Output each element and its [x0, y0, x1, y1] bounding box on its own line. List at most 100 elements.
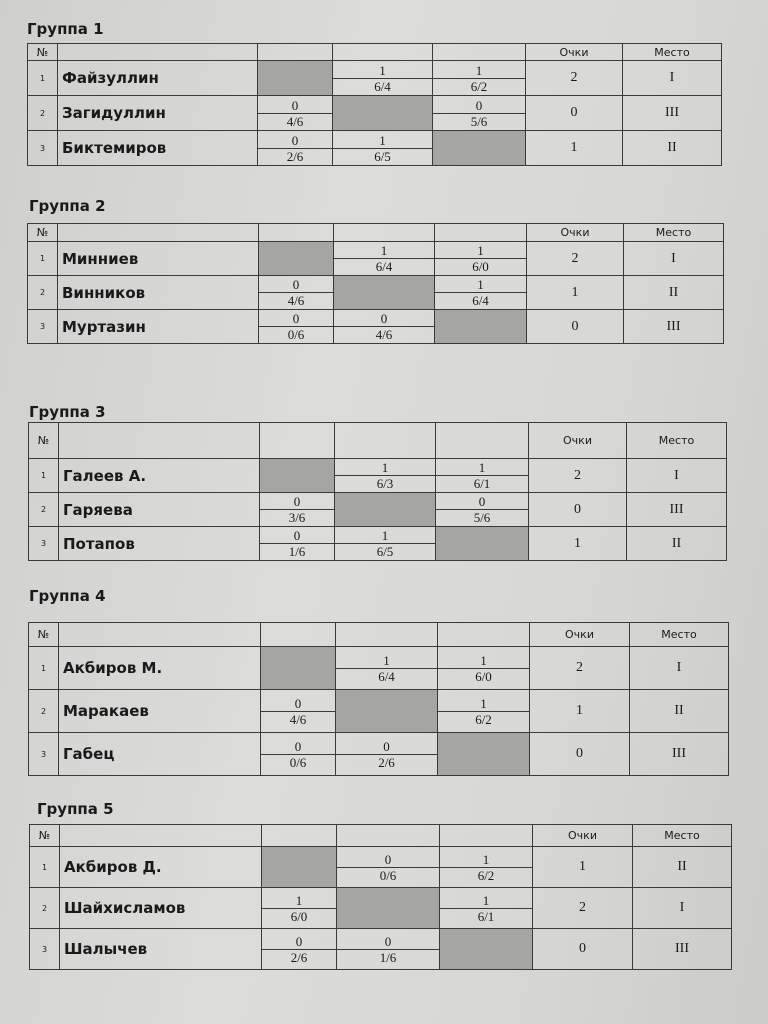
match-score: 5/6	[473, 510, 491, 525]
match-result: 0 2/6	[257, 130, 333, 166]
match-result: 1 6/2	[437, 689, 530, 733]
match-result: 1 6/4	[335, 646, 438, 690]
header-blank	[259, 422, 335, 459]
player-name: Муртазин	[57, 309, 259, 344]
self-match-cell	[259, 458, 335, 493]
match-win: 0	[436, 494, 528, 510]
group-table: № Очки Место 1 Минниев 1 6/4 1 6/0 2 I 2 Винников 0 4/…	[27, 223, 724, 344]
player-number: 3	[29, 928, 60, 970]
header-place: Место	[622, 43, 722, 61]
player-place: I	[623, 241, 724, 276]
header-blank	[58, 422, 260, 459]
header-number: №	[27, 223, 58, 242]
match-score: 0/6	[379, 867, 397, 883]
header-points: Очки	[526, 223, 624, 242]
match-score: 0/6	[287, 327, 305, 342]
player-place: II	[629, 689, 729, 733]
player-points: 0	[532, 928, 633, 970]
match-score: 0/6	[289, 754, 307, 770]
player-place: III	[626, 492, 727, 527]
player-name: Шалычев	[59, 928, 262, 970]
match-win: 1	[335, 460, 435, 476]
player-name: Маракаев	[58, 689, 261, 733]
header-blank	[336, 824, 440, 847]
player-points: 2	[525, 60, 623, 96]
match-win: 0	[259, 311, 333, 327]
player-row: 1 Галеев А. 1 6/3 1 6/1 2 I	[28, 458, 727, 493]
player-number: 3	[28, 526, 59, 561]
player-points: 0	[525, 95, 623, 131]
group-table: № Очки Место 1 Акбиров М. 1 6/4 1 6/0 2 I 2 Маракаев…	[28, 622, 729, 776]
match-score: 6/4	[374, 78, 391, 94]
player-row: 2 Шайхисламов 1 6/0 1 6/1 2 I	[29, 887, 732, 929]
header-number: №	[28, 622, 59, 647]
match-score: 4/6	[286, 113, 304, 129]
header-points: Очки	[532, 824, 633, 847]
match-result: 1 6/5	[334, 526, 436, 561]
player-number: 1	[28, 646, 59, 690]
match-score: 1/6	[288, 544, 306, 559]
player-place: II	[623, 275, 724, 310]
match-win: 0	[259, 277, 333, 293]
header-blank	[437, 622, 530, 647]
match-result: 1 6/4	[434, 275, 527, 310]
self-match-cell	[258, 241, 334, 276]
player-place: II	[622, 130, 722, 166]
player-number: 2	[29, 887, 60, 929]
header-points: Очки	[529, 622, 630, 647]
header-blank	[332, 43, 433, 61]
match-score: 6/5	[376, 544, 394, 559]
match-score: 3/6	[288, 510, 306, 525]
header-place: Место	[629, 622, 729, 647]
match-win: 1	[336, 653, 437, 669]
match-win: 0	[262, 934, 336, 950]
match-score: 6/2	[470, 78, 488, 94]
player-place: II	[632, 846, 732, 888]
header-blank	[260, 622, 336, 647]
group-title: Группа 3	[29, 403, 106, 421]
match-result: 1 6/5	[332, 130, 433, 166]
self-match-cell	[434, 309, 527, 344]
player-name: Биктемиров	[57, 130, 258, 166]
player-row: 3 Муртазин 0 0/6 0 4/6 0 III	[27, 309, 724, 344]
match-result: 0 1/6	[259, 526, 335, 561]
match-win: 1	[436, 460, 528, 476]
match-result: 1 6/4	[333, 241, 435, 276]
match-score: 4/6	[289, 711, 307, 727]
header-blank	[257, 43, 333, 61]
match-score: 6/0	[472, 259, 489, 274]
player-row: 3 Биктемиров 0 2/6 1 6/5 1 II	[27, 130, 722, 166]
match-score: 6/1	[477, 908, 495, 924]
match-win: 1	[435, 277, 526, 293]
player-name: Галеев А.	[58, 458, 260, 493]
self-match-cell	[432, 130, 526, 166]
header-number: №	[27, 43, 58, 61]
match-result: 1 6/0	[261, 887, 337, 929]
match-result: 0 5/6	[435, 492, 529, 527]
match-win: 0	[433, 98, 525, 114]
match-score: 2/6	[286, 148, 304, 164]
self-match-cell	[335, 689, 438, 733]
player-number: 1	[29, 846, 60, 888]
match-win: 1	[333, 63, 432, 79]
player-name: Потапов	[58, 526, 260, 561]
match-win: 1	[262, 893, 336, 909]
player-name: Винников	[57, 275, 259, 310]
player-row: 1 Файзуллин 1 6/4 1 6/2 2 I	[27, 60, 722, 96]
self-match-cell	[439, 928, 533, 970]
player-points: 2	[532, 887, 633, 929]
self-match-cell	[257, 60, 333, 96]
self-match-cell	[437, 732, 530, 776]
self-match-cell	[336, 887, 440, 929]
match-win: 1	[440, 893, 532, 909]
group-table: № Очки Место 1 Акбиров Д. 0 0/6 1 6/2 1 II 2 Шайхисл…	[29, 824, 732, 970]
match-result: 1 6/1	[435, 458, 529, 493]
match-result: 1 6/2	[432, 60, 526, 96]
header-blank	[59, 824, 262, 847]
player-name: Габец	[58, 732, 261, 776]
match-win: 1	[440, 852, 532, 868]
player-name: Акбиров М.	[58, 646, 261, 690]
player-name: Загидуллин	[57, 95, 258, 131]
player-row: 1 Акбиров Д. 0 0/6 1 6/2 1 II	[29, 846, 732, 888]
player-place: II	[626, 526, 727, 561]
